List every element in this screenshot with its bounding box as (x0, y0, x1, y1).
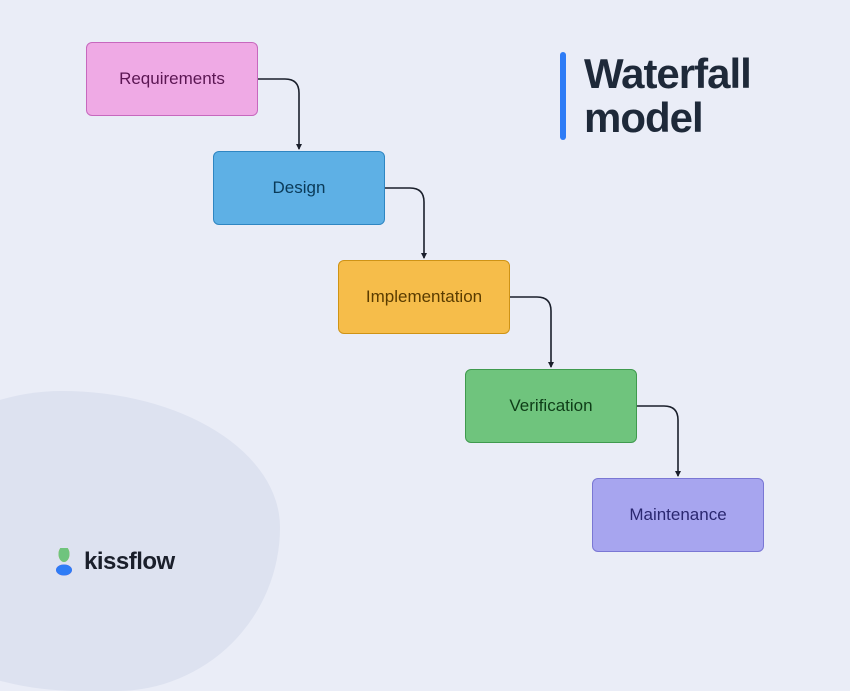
diagram-title: Waterfall model (584, 52, 751, 140)
edge-requirements-to-design (258, 79, 299, 149)
edge-verification-to-maintenance (637, 406, 678, 476)
title-accent-bar (560, 52, 566, 140)
node-implementation: Implementation (338, 260, 510, 334)
edge-implementation-to-verification (510, 297, 551, 367)
edge-design-to-implementation (385, 188, 424, 258)
brand-name: kissflow (84, 548, 175, 576)
brand-logo: kissflow (50, 548, 175, 576)
node-design: Design (213, 151, 385, 225)
node-verification: Verification (465, 369, 637, 443)
background-blob (0, 391, 280, 691)
diagram-title-block: Waterfall model (560, 52, 751, 140)
kissflow-icon (50, 548, 78, 576)
node-requirements: Requirements (86, 42, 258, 116)
title-line-1: Waterfall (584, 52, 751, 96)
title-line-2: model (584, 96, 751, 140)
node-maintenance: Maintenance (592, 478, 764, 552)
